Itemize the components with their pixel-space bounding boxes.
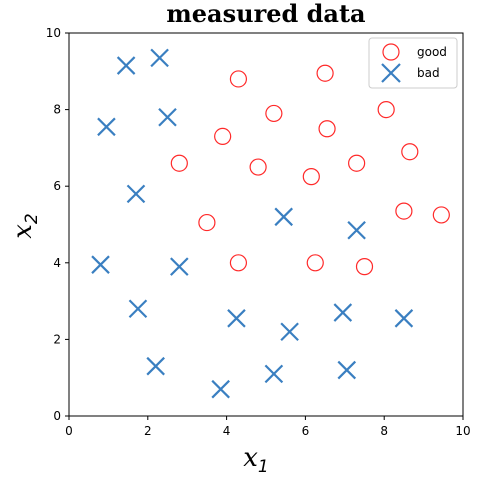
marker-bad bbox=[116, 56, 136, 75]
marker-bad bbox=[333, 303, 353, 322]
legend-label-bad: bad bbox=[417, 66, 440, 80]
marker-bad bbox=[146, 356, 165, 376]
marker-good bbox=[302, 168, 320, 186]
legend-marker-good bbox=[382, 43, 400, 61]
y-axis-label-base: x bbox=[8, 224, 38, 239]
x-tick-label: 4 bbox=[223, 424, 231, 438]
marker-bad bbox=[264, 364, 284, 384]
legend-label-good: good bbox=[417, 45, 447, 59]
marker-good bbox=[318, 120, 336, 138]
x-tick-label: 0 bbox=[65, 424, 73, 438]
marker-bad bbox=[337, 360, 357, 380]
y-tick-label: 10 bbox=[46, 26, 61, 40]
marker-good bbox=[316, 64, 334, 82]
chart-title: measured data bbox=[166, 0, 365, 28]
marker-bad bbox=[91, 255, 110, 274]
x-tick-label: 10 bbox=[455, 424, 470, 438]
y-tick-label: 2 bbox=[53, 332, 61, 346]
marker-bad bbox=[126, 184, 146, 204]
marker-good bbox=[401, 143, 419, 161]
x-axis: 0 2 4 6 8 10 bbox=[65, 416, 471, 438]
marker-bad bbox=[280, 322, 299, 342]
marker-bad bbox=[394, 309, 414, 328]
marker-good bbox=[395, 202, 413, 220]
legend: good bad bbox=[368, 37, 458, 89]
marker-good bbox=[348, 154, 366, 172]
marker-good bbox=[432, 206, 450, 224]
marker-good bbox=[265, 104, 283, 123]
marker-good bbox=[355, 258, 374, 276]
marker-good bbox=[198, 213, 216, 232]
marker-bad bbox=[170, 257, 189, 276]
marker-good bbox=[214, 127, 232, 146]
marker-bad bbox=[150, 48, 169, 68]
marker-good bbox=[170, 154, 188, 172]
x-tick-label: 6 bbox=[302, 424, 310, 438]
y-tick-label: 6 bbox=[53, 179, 61, 193]
plot-area bbox=[68, 32, 464, 417]
y-axis-label: x2 bbox=[8, 213, 42, 239]
y-axis: 0 2 4 6 8 10 bbox=[46, 26, 69, 423]
marker-good bbox=[249, 158, 267, 176]
y-tick-label: 8 bbox=[53, 103, 61, 117]
marker-bad bbox=[211, 379, 230, 399]
legend-box bbox=[368, 37, 458, 89]
x-axis-label-subscript: 1 bbox=[258, 457, 269, 477]
y-tick-label: 0 bbox=[53, 409, 61, 423]
y-axis-label-subscript: 2 bbox=[22, 213, 42, 224]
marker-good bbox=[229, 254, 248, 272]
marker-bad bbox=[347, 220, 366, 240]
data-markers bbox=[91, 48, 450, 399]
y-tick-label: 4 bbox=[53, 256, 61, 270]
legend-marker-bad bbox=[381, 63, 401, 83]
marker-bad bbox=[158, 107, 177, 127]
x-tick-label: 8 bbox=[380, 424, 388, 438]
marker-bad bbox=[128, 299, 148, 319]
x-axis-label-base: x bbox=[243, 443, 258, 473]
marker-bad bbox=[97, 117, 116, 137]
x-tick-label: 2 bbox=[144, 424, 152, 438]
marker-good bbox=[377, 100, 395, 119]
marker-bad bbox=[227, 309, 246, 328]
marker-bad bbox=[274, 207, 294, 227]
marker-good bbox=[229, 70, 248, 88]
x-axis-label: x1 bbox=[243, 443, 269, 477]
marker-good bbox=[306, 254, 324, 272]
